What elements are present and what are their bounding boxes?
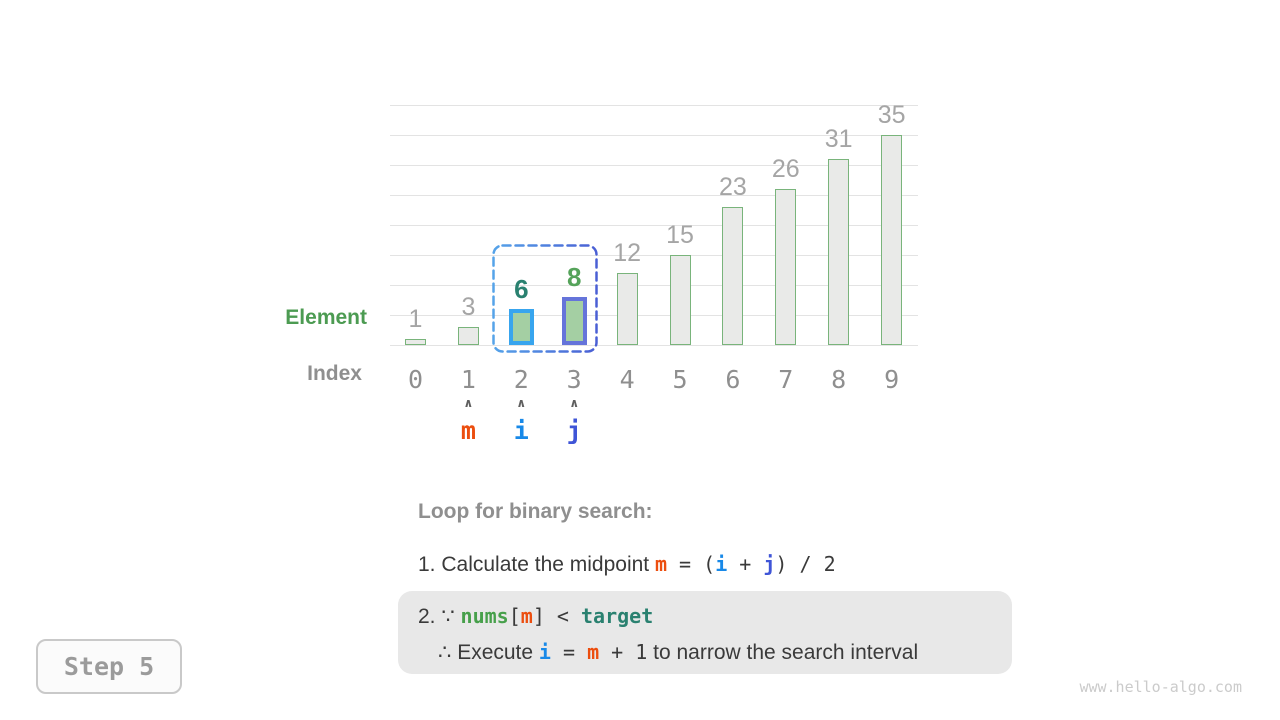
index-digit-8: 8 (831, 365, 847, 394)
bar-index-4 (616, 273, 638, 345)
loop-heading: Loop for binary search: (418, 500, 653, 523)
text-segment-mono: = (550, 640, 588, 664)
current-step-highlight-box (398, 591, 1012, 674)
bar-value-label-0: 1 (408, 305, 423, 333)
text-segment-m: m (520, 604, 533, 628)
caret-up-icon: ∧ (463, 396, 474, 410)
bar-value-label-9: 35 (877, 101, 906, 129)
text-segment-mono: [ (508, 604, 521, 628)
text-segment-nums: nums (460, 604, 509, 628)
text-segment-target: target (580, 604, 654, 628)
index-digit-6: 6 (725, 365, 741, 394)
gridline (390, 224, 918, 226)
gridline (390, 314, 918, 316)
gridline (390, 104, 918, 106)
index-digit-1: 1 (460, 365, 476, 394)
bar-value-label-3: 8 (566, 262, 582, 292)
index-digit-4: 4 (619, 365, 635, 394)
bar-index-8 (828, 159, 850, 345)
caret-up-icon: ∧ (516, 396, 527, 410)
text-segment-m: m (587, 640, 600, 664)
index-digit-0: 0 (407, 365, 424, 394)
text-segment-sans: 2. ∵ (418, 605, 461, 628)
gridline (390, 284, 918, 286)
text-segment-sans: ∴ Execute (438, 641, 539, 664)
pointer-label-m: m (460, 416, 476, 445)
pointer-label-j: j (566, 416, 582, 445)
text-segment-mono: + (727, 552, 764, 576)
bar-index-3 (561, 297, 587, 345)
bar-value-label-4: 12 (613, 239, 641, 267)
gridline (390, 344, 918, 346)
step-condition-line: 2. ∵ nums[m] < target (418, 604, 653, 629)
bar-index-7 (775, 189, 797, 345)
text-segment-i: i (538, 640, 551, 664)
text-segment-mono: ) / 2 (775, 552, 836, 576)
index-digit-5: 5 (672, 365, 688, 394)
text-segment-mono: + 1 (599, 640, 648, 664)
index-axis-label: Index (307, 362, 362, 385)
search-interval-dashed-box (492, 244, 598, 353)
gridline (390, 194, 918, 196)
text-segment-i: i (715, 552, 728, 576)
text-segment-j: j (763, 552, 776, 576)
text-segment-sans: 1. Calculate the midpoint (418, 553, 655, 576)
bar-index-9 (881, 135, 903, 345)
bar-index-1 (457, 327, 479, 345)
index-digit-7: 7 (778, 365, 794, 394)
bar-index-0 (405, 339, 426, 345)
text-segment-m: m (654, 552, 668, 576)
bar-index-2 (508, 309, 534, 345)
index-digit-2: 2 (513, 365, 529, 394)
bar-value-label-8: 31 (824, 125, 853, 153)
caret-up-icon: ∧ (569, 396, 580, 410)
text-segment-mono: ] < (532, 604, 581, 628)
bar-chart-plot: 1 3 6 8 12 15 23 26 31 35 (390, 101, 918, 346)
gridline (390, 164, 918, 166)
text-segment-mono: = ( (667, 552, 716, 576)
midpoint-formula-line: 1. Calculate the midpoint m = (i + j) / … (418, 552, 836, 577)
text-segment-sans: to narrow the search interval (647, 641, 919, 664)
bar-value-label-2: 6 (514, 274, 529, 304)
site-watermark: www.hello-algo.com (1079, 678, 1242, 696)
bar-value-label-6: 23 (718, 173, 747, 201)
step-badge: Step 5 (36, 639, 182, 694)
gridline (390, 134, 918, 136)
step-action-line: ∴ Execute i = m + 1 to narrow the search… (438, 640, 918, 665)
bar-value-label-5: 15 (666, 221, 694, 249)
index-digit-3: 3 (566, 365, 582, 394)
index-digit-9: 9 (884, 365, 900, 394)
pointer-label-i: i (513, 416, 529, 445)
bar-index-5 (669, 255, 691, 345)
step-badge-label: Step 5 (63, 652, 155, 681)
bar-index-6 (722, 207, 744, 345)
bar-value-label-7: 26 (771, 155, 800, 183)
bar-value-label-1: 3 (461, 293, 476, 321)
gridline (390, 254, 918, 256)
element-axis-label: Element (285, 306, 367, 329)
pointer-arrow-row: ∧ ∧ ∧ (390, 396, 918, 412)
index-row: 0 1 2 3 4 5 6 7 8 9 (390, 365, 918, 394)
